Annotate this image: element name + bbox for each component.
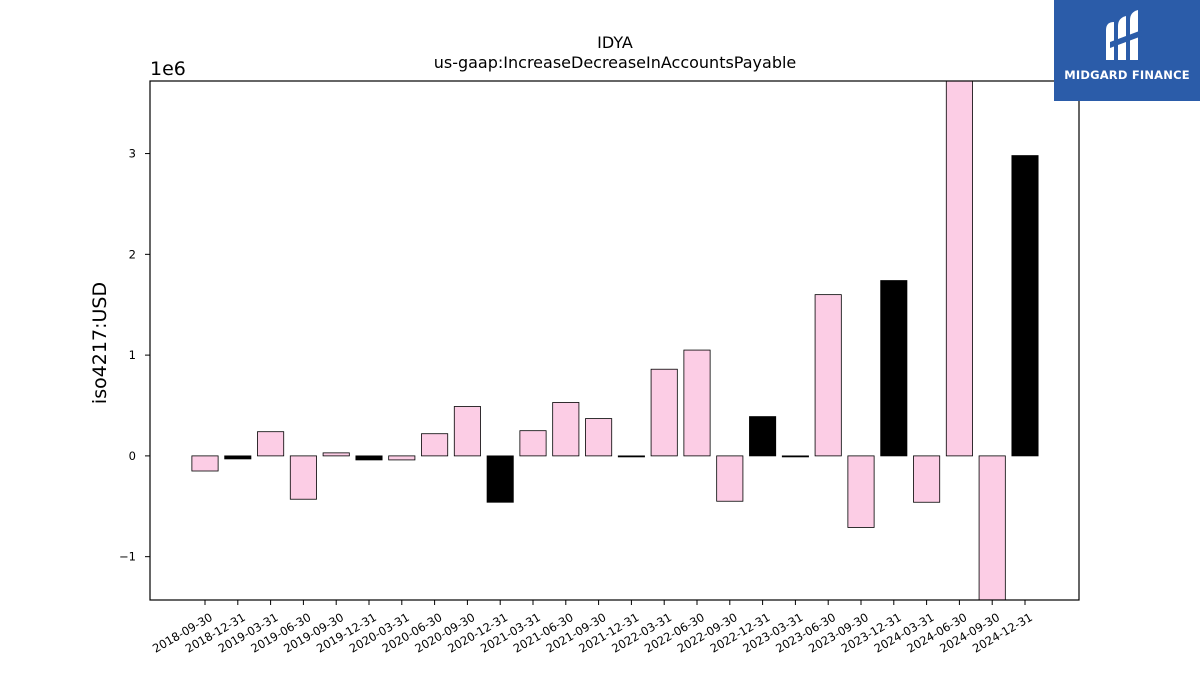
bar-2021-03-31 bbox=[519, 430, 547, 457]
bar-2022-06-30 bbox=[683, 349, 711, 457]
bar-2023-06-30 bbox=[814, 294, 842, 457]
bar-2024-12-31 bbox=[1011, 155, 1039, 457]
brand-name: MIDGARD FINANCE bbox=[1064, 68, 1190, 82]
bar-2019-03-31 bbox=[257, 431, 285, 457]
bar-2022-12-31 bbox=[749, 416, 777, 457]
bar-2020-03-31 bbox=[388, 455, 416, 461]
plot-frame bbox=[149, 80, 1080, 601]
bar-2020-09-30 bbox=[453, 406, 481, 457]
y-tick-label: 0 bbox=[129, 449, 136, 463]
bar-2018-09-30 bbox=[191, 455, 219, 472]
bar-2023-09-30 bbox=[847, 455, 875, 528]
bar-2024-06-30 bbox=[945, 81, 973, 457]
y-tick-label: −1 bbox=[119, 550, 136, 564]
bar-2024-09-30 bbox=[978, 455, 1006, 600]
bar-2023-03-31 bbox=[781, 455, 809, 458]
x-axis-ticks: 2018-09-302018-12-312019-03-312019-06-30… bbox=[150, 600, 1035, 656]
y-axis-ticks: −1 0 1 2 3 bbox=[119, 147, 150, 564]
chart-subtitle: us-gaap:IncreaseDecreaseInAccountsPayabl… bbox=[434, 53, 797, 72]
bar-2019-06-30 bbox=[289, 455, 317, 500]
bar-2022-03-31 bbox=[650, 368, 678, 457]
bar-2020-12-31 bbox=[486, 455, 514, 503]
bar-2023-12-31 bbox=[880, 280, 908, 457]
bar-2018-12-31 bbox=[224, 455, 252, 460]
bar-2021-06-30 bbox=[552, 402, 580, 457]
y-tick-label: 3 bbox=[129, 147, 136, 161]
bar-2024-03-31 bbox=[913, 455, 941, 503]
y-offset-label: 1e6 bbox=[150, 58, 186, 80]
y-tick-label: 1 bbox=[129, 348, 136, 362]
bar-2020-06-30 bbox=[421, 433, 449, 457]
midgard-logo-icon bbox=[1106, 10, 1142, 60]
bar-2022-09-30 bbox=[716, 455, 744, 502]
y-axis-label: iso4217:USD bbox=[89, 282, 111, 404]
brand-logo: MIDGARD FINANCE bbox=[1054, 0, 1200, 101]
chart-title: IDYA bbox=[597, 33, 633, 52]
bar-2019-09-30 bbox=[322, 452, 350, 457]
y-tick-label: 2 bbox=[129, 247, 136, 261]
bar-2021-09-30 bbox=[585, 418, 613, 457]
bar-2021-12-31 bbox=[617, 455, 645, 458]
bars-group bbox=[191, 81, 1039, 600]
bar-2019-12-31 bbox=[355, 455, 383, 461]
